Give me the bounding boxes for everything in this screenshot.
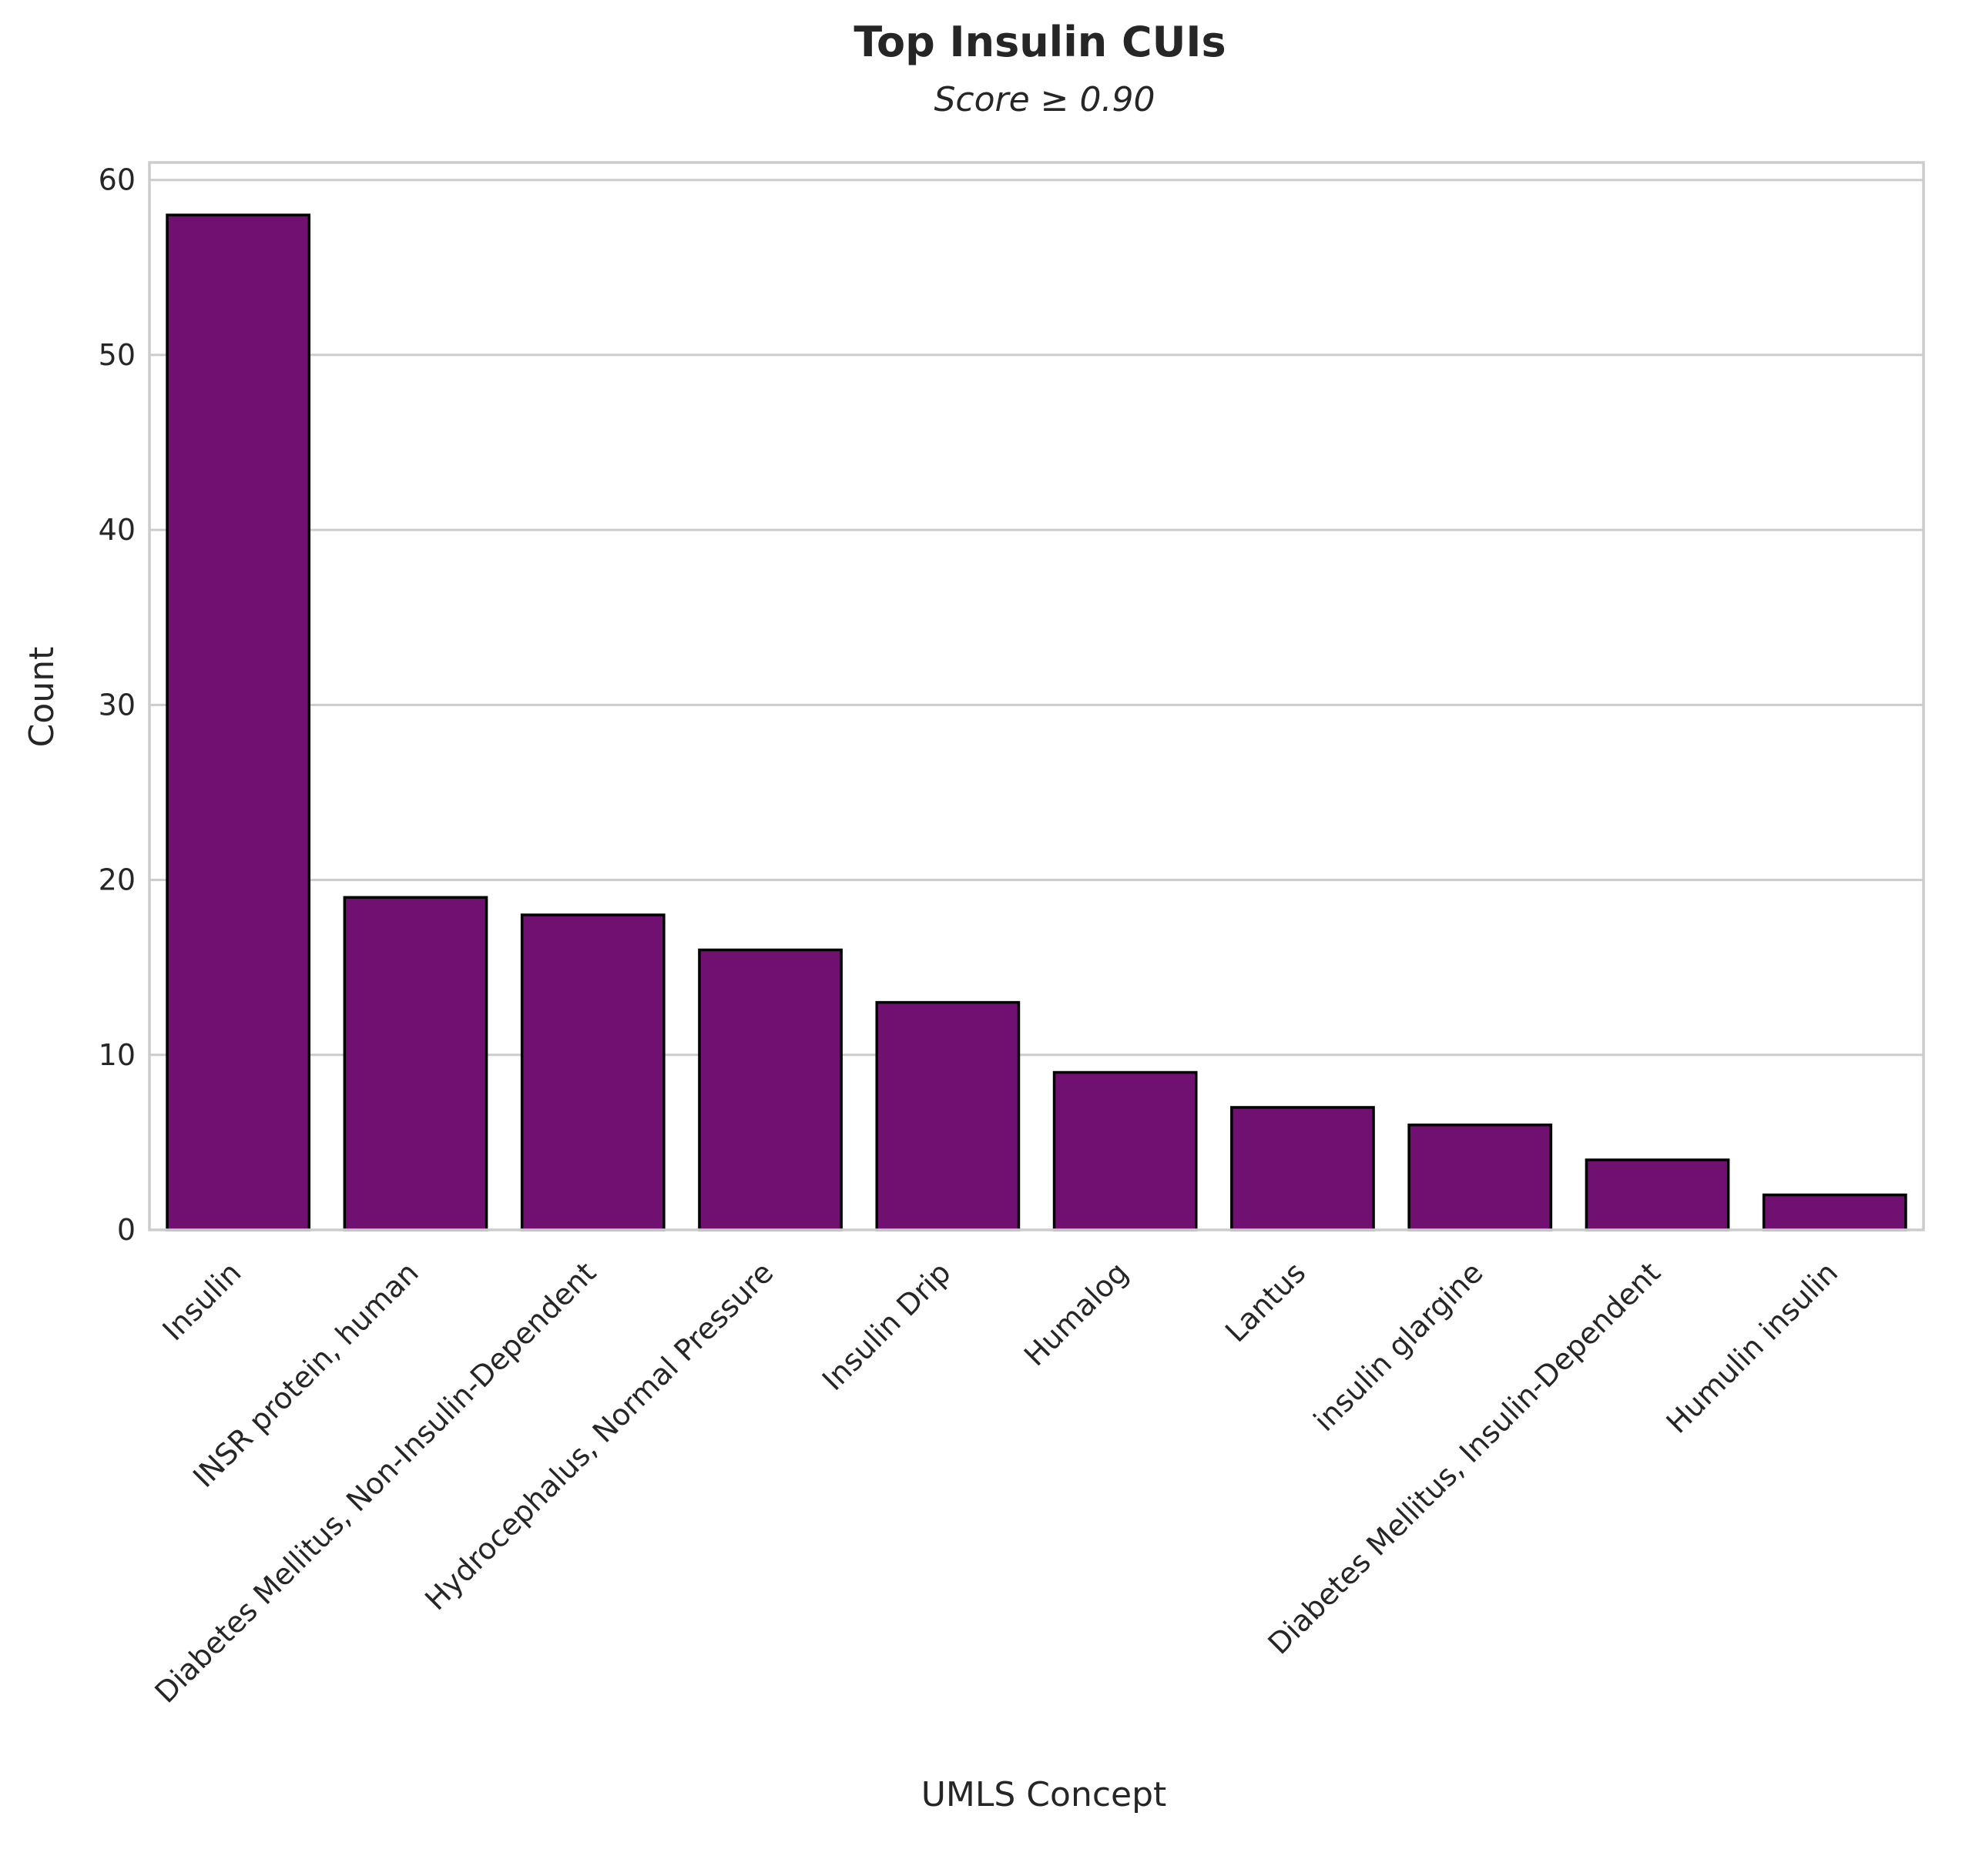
y-tick-label: 20 xyxy=(99,863,136,897)
bar xyxy=(520,913,666,1231)
x-tick-label: Lantus xyxy=(1219,1255,1312,1348)
bar xyxy=(1407,1123,1553,1231)
bar xyxy=(166,213,311,1231)
bar xyxy=(875,1000,1021,1231)
x-tick-label: Insulin xyxy=(156,1255,247,1347)
bar xyxy=(1230,1106,1375,1231)
y-tick-labels: 0 10 20 30 40 50 60 xyxy=(99,163,136,1247)
chart-subtitle: Score ≥ 0.90 xyxy=(934,80,1155,119)
y-tick-label: 10 xyxy=(99,1038,136,1072)
x-tick-label: Hydrocephalus, Normal Pressure xyxy=(418,1255,780,1616)
axes-frame xyxy=(148,161,1925,1231)
y-tick-label: 50 xyxy=(99,338,136,372)
y-tick-label: 30 xyxy=(99,688,136,722)
y-tick-label: 0 xyxy=(117,1213,136,1247)
y-axis-label: Count xyxy=(22,647,62,748)
chart-title: Top Insulin CUIs xyxy=(854,18,1226,66)
x-tick-label: Diabetes Mellitus, Insulin-Dependent xyxy=(1262,1255,1667,1660)
bar xyxy=(698,948,843,1231)
bar xyxy=(1762,1193,1907,1231)
x-tick-label: Humalog xyxy=(1018,1255,1135,1372)
y-tick-label: 60 xyxy=(99,163,136,197)
y-tick-label: 40 xyxy=(99,513,136,547)
x-axis-label: UMLS Concept xyxy=(921,1775,1167,1814)
bars xyxy=(166,213,1907,1231)
bar xyxy=(1052,1070,1198,1231)
x-tick-label: insulin glargine xyxy=(1307,1255,1490,1438)
x-tick-label: Insulin Drip xyxy=(816,1255,958,1397)
x-tick-label: Humulin insulin xyxy=(1660,1255,1845,1440)
bar xyxy=(343,896,488,1231)
bar xyxy=(1585,1158,1730,1231)
